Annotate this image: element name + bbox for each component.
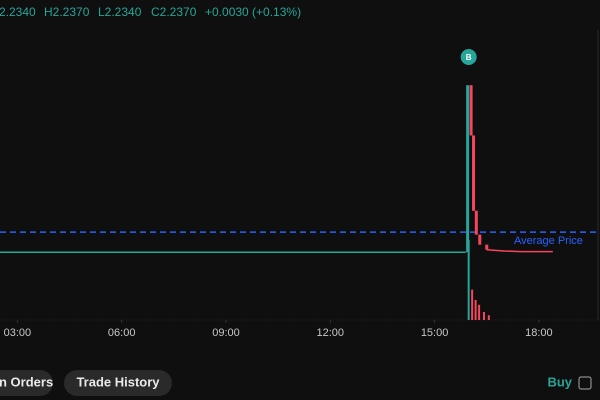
volume-bar: [487, 315, 490, 320]
volume-bar: [482, 312, 485, 320]
ohlc-open: 2.2340: [0, 5, 36, 19]
tab-button[interactable]: [0, 370, 53, 396]
x-tick-label: 03:00: [4, 327, 32, 339]
buy-marker: [460, 49, 477, 65]
candle-body: [466, 85, 470, 253]
ohlc-high: H2.2370: [44, 5, 90, 19]
volume-bar: [471, 289, 474, 320]
volume-bar: [478, 304, 481, 320]
ohlc-low: L2.2340: [98, 5, 142, 19]
buy-checkbox[interactable]: [578, 376, 592, 390]
volume-bar: [467, 240, 470, 320]
candle-body: [485, 244, 489, 250]
tab-button[interactable]: [64, 370, 172, 396]
x-tick-label: 09:00: [212, 327, 240, 339]
buy-label[interactable]: Buy: [547, 374, 572, 389]
candle-body: [469, 85, 473, 136]
candle-body: [472, 135, 476, 211]
ohlc-change: +0.0030 (+0.13%): [205, 5, 301, 19]
average-price-label: Average Price: [514, 235, 583, 247]
candle-body: [474, 210, 478, 235]
candle-body: [478, 234, 482, 245]
volume-bar: [474, 300, 477, 320]
price-line: [486, 248, 553, 253]
buy-marker-label: B: [466, 53, 472, 62]
x-tick-label: 15:00: [421, 327, 449, 339]
x-tick-label: 12:00: [317, 327, 345, 339]
tab-label[interactable]: n Orders: [0, 374, 53, 389]
x-tick-label: 06:00: [108, 327, 136, 339]
ohlc-close: C2.2370: [151, 5, 197, 19]
x-tick-label: 18:00: [525, 327, 553, 339]
tab-label[interactable]: Trade History: [76, 374, 160, 389]
